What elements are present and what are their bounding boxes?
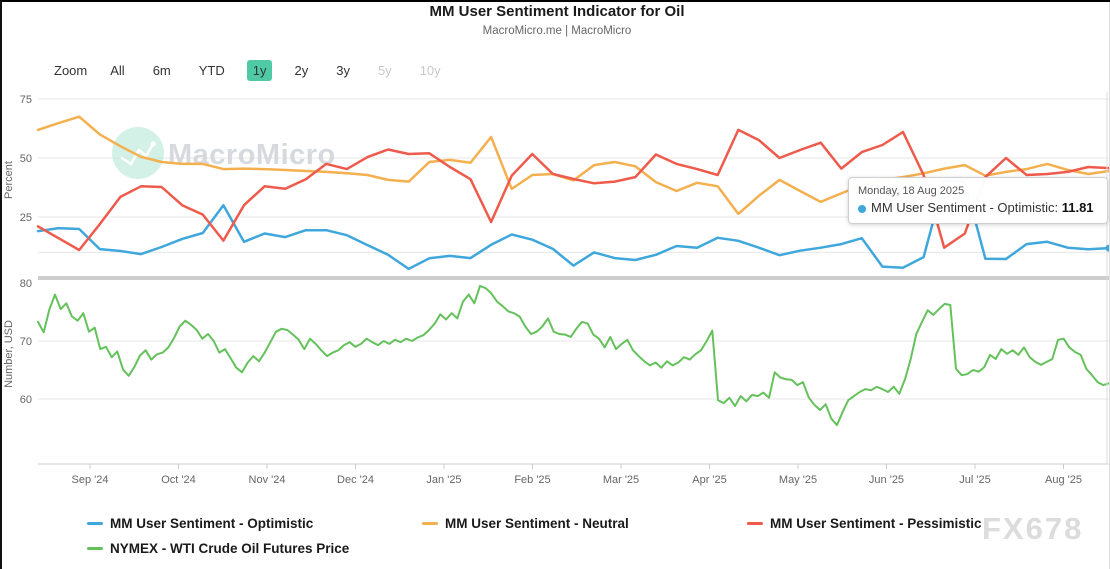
ytick-bottom-80: 80 [20,278,32,290]
tooltip-series-row: MM User Sentiment - Optimistic: 11.81 [858,200,1098,215]
legend-item-wti[interactable]: NYMEX - WTI Crude Oil Futures Price [87,541,349,556]
tooltip: Monday, 18 Aug 2025 MM User Sentiment - … [848,177,1108,224]
legend-item-optimistic[interactable]: MM User Sentiment - Optimistic [87,516,313,531]
panel-separator [38,276,1110,280]
tooltip-separator: : [1054,200,1061,215]
x-label-5: Jan '25 [426,474,461,486]
x-label-1: Sep '24 [72,474,109,486]
legend-item-neutral[interactable]: MM User Sentiment - Neutral [422,516,629,531]
legend-dash-icon [422,522,438,525]
x-label-12: Aug '25 [1045,474,1082,486]
tooltip-value: 11.81 [1062,200,1094,215]
series-marker-dot [858,205,866,213]
ytick-bottom-70: 70 [20,336,32,348]
ytick-top-50: 50 [20,153,32,165]
legend-dash-icon [87,547,103,550]
x-label-2: Oct '24 [161,474,196,486]
sentiment-chart-frame: MM User Sentiment Indicator for Oil Macr… [0,0,1110,569]
ytick-bottom-60: 60 [20,394,32,406]
x-label-9: May '25 [779,474,817,486]
legend-label: MM User Sentiment - Optimistic [110,516,313,531]
chart-canvas[interactable]: 25 50 75 60 70 80 Percent Number, USD MacroMicro… [2,2,1110,569]
logo-dot-icon [150,141,155,146]
x-label-4: Dec '24 [337,474,374,486]
x-label-3: Nov '24 [249,474,286,486]
tooltip-date: Monday, 18 Aug 2025 [858,185,1098,197]
legend-dash-icon [747,522,763,525]
legend-label: MM User Sentiment - Neutral [445,516,629,531]
x-label-11: Jul '25 [959,474,990,486]
legend-label: NYMEX - WTI Crude Oil Futures Price [110,541,349,556]
x-label-6: Feb '25 [514,474,550,486]
legend-label: MM User Sentiment - Pessimistic [770,516,982,531]
ytick-top-25: 25 [20,212,32,224]
y-axis-title-percent: Percent [3,161,15,199]
x-label-7: Mar '25 [603,474,639,486]
ytick-top-75: 75 [20,94,32,106]
macromicro-watermark-text: MacroMicro [168,139,336,171]
y-axis-title-number-usd: Number, USD [3,320,15,388]
legend-dash-icon [87,522,103,525]
x-label-10: Jun '25 [869,474,904,486]
tooltip-series-name: MM User Sentiment - Optimistic [871,200,1054,215]
legend-item-pessimistic[interactable]: MM User Sentiment - Pessimistic [747,516,982,531]
fx678-watermark: FX678 [982,511,1083,547]
series-line-wti[interactable] [38,286,1109,425]
x-label-8: Apr '25 [692,474,727,486]
